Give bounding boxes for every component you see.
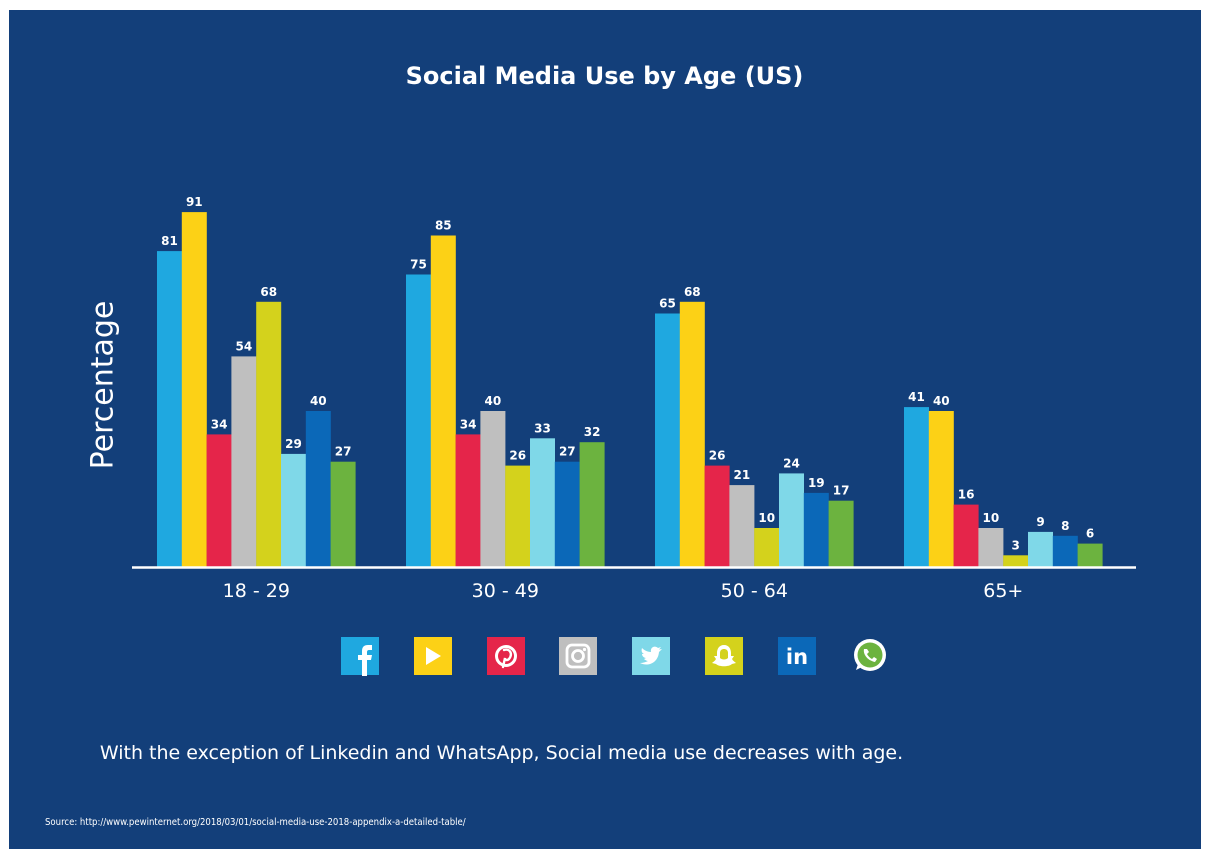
legend: in <box>0 636 1209 680</box>
source-note: Source: http://www.pewinternet.org/2018/… <box>45 817 466 828</box>
bar-facebook <box>406 274 431 567</box>
data-label: 32 <box>584 425 601 439</box>
data-label: 75 <box>410 258 427 272</box>
bar-snapchat <box>754 528 780 567</box>
bar-youtube <box>181 212 207 567</box>
snapchat-icon <box>705 636 743 676</box>
pinterest-icon <box>487 636 525 676</box>
caption: With the exception of Linkedin and Whats… <box>99 742 904 764</box>
data-label: 24 <box>783 456 800 470</box>
data-label: 33 <box>534 421 551 435</box>
bar-facebook <box>655 313 680 567</box>
bar-linkedin <box>554 461 580 567</box>
bar-group <box>157 212 356 567</box>
data-label: 34 <box>460 417 477 431</box>
svg-text:in: in <box>786 645 808 669</box>
data-label: 91 <box>186 195 203 209</box>
bar-twitter <box>1028 531 1053 567</box>
bar-linkedin <box>305 411 331 567</box>
facebook-icon <box>341 636 379 676</box>
chart-panel <box>9 10 1201 849</box>
data-label: 17 <box>833 484 850 498</box>
data-label: 34 <box>211 417 228 431</box>
bar-group <box>904 407 1103 567</box>
x-tick-label: 18 - 29 <box>223 580 290 602</box>
whatsapp-icon <box>850 636 888 676</box>
data-label: 40 <box>485 394 502 408</box>
bar-group <box>655 301 854 567</box>
bar-twitter <box>779 473 804 567</box>
data-label: 10 <box>758 511 775 525</box>
x-tick-label: 50 - 64 <box>721 580 788 602</box>
bar-snapchat <box>505 465 531 567</box>
data-label: 68 <box>684 285 701 299</box>
bar-pinterest <box>455 434 481 567</box>
data-label: 8 <box>1061 519 1069 533</box>
bar-snapchat <box>256 301 282 567</box>
youtube-icon <box>414 636 452 676</box>
chart-title: Social Media Use by Age (US) <box>405 62 804 90</box>
data-label: 26 <box>509 449 526 463</box>
data-label: 54 <box>236 339 253 353</box>
bar-linkedin <box>1052 535 1078 567</box>
data-label: 81 <box>161 234 178 248</box>
linkedin-icon: in <box>778 636 816 676</box>
bar-whatsapp <box>579 442 605 567</box>
data-label: 6 <box>1086 527 1094 541</box>
data-label: 27 <box>335 445 352 459</box>
bar-pinterest <box>704 465 730 567</box>
data-label: 21 <box>734 468 751 482</box>
bar-twitter <box>281 453 306 567</box>
bar-instagram <box>729 485 755 567</box>
data-label: 40 <box>310 394 327 408</box>
instagram-icon <box>559 636 597 676</box>
bar-whatsapp <box>828 500 854 567</box>
bar-snapchat <box>1003 555 1029 567</box>
data-label: 16 <box>958 488 975 502</box>
bar-youtube <box>928 411 954 567</box>
x-tick-label: 65+ <box>983 580 1023 602</box>
bar-twitter <box>530 438 555 567</box>
bar-instagram <box>231 356 257 567</box>
data-label: 29 <box>285 437 302 451</box>
bar-facebook <box>157 251 182 567</box>
bar-youtube <box>679 301 705 567</box>
data-label: 85 <box>435 219 452 233</box>
data-label: 10 <box>983 511 1000 525</box>
data-label: 40 <box>933 394 950 408</box>
bar-instagram <box>480 411 506 567</box>
data-label: 68 <box>260 285 277 299</box>
bar-instagram <box>978 528 1004 567</box>
bar-whatsapp <box>330 461 356 567</box>
bar-youtube <box>430 235 456 567</box>
data-label: 41 <box>908 390 925 404</box>
data-label: 9 <box>1036 515 1044 529</box>
bar-group <box>406 235 605 567</box>
bar-whatsapp <box>1077 543 1103 567</box>
x-tick-label: 30 - 49 <box>472 580 539 602</box>
bar-pinterest <box>953 504 979 567</box>
data-label: 3 <box>1012 538 1020 552</box>
data-label: 19 <box>808 476 825 490</box>
bar-pinterest <box>206 434 232 567</box>
data-label: 65 <box>659 297 676 311</box>
bar-linkedin <box>803 492 829 567</box>
bar-facebook <box>904 407 929 567</box>
data-label: 26 <box>709 449 726 463</box>
data-label: 27 <box>559 445 576 459</box>
twitter-icon <box>632 636 670 676</box>
